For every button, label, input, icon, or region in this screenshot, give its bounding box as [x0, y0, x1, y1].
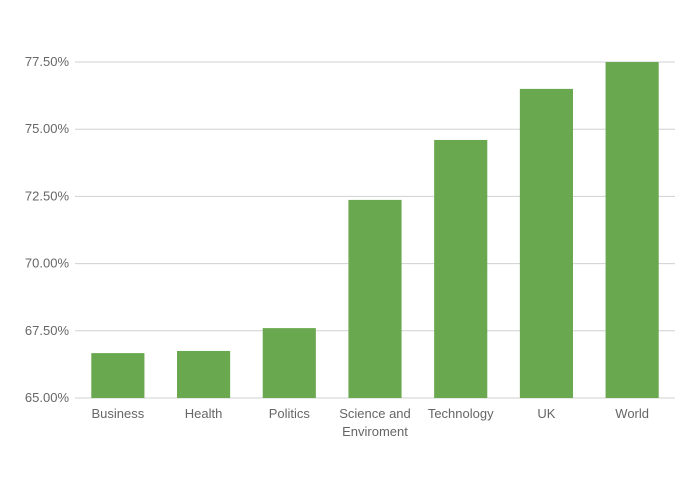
bar — [605, 62, 659, 398]
x-tick-label: Technology — [428, 406, 494, 421]
y-tick-label: 65.00% — [25, 390, 70, 405]
x-tick-label: Health — [185, 406, 223, 421]
bar — [434, 139, 488, 398]
y-tick-label: 70.00% — [25, 256, 70, 271]
y-tick-label: 77.50% — [25, 54, 70, 69]
x-tick-label: Politics — [269, 406, 311, 421]
bar — [348, 199, 402, 398]
bar — [519, 88, 573, 398]
bar — [262, 328, 316, 398]
x-tick-label: World — [615, 406, 649, 421]
x-tick-label: Science and Enviroment — [339, 406, 411, 439]
x-tick-label: Business — [91, 406, 144, 421]
y-tick-label: 67.50% — [25, 323, 70, 338]
bar — [91, 353, 145, 398]
y-tick-label: 72.50% — [25, 188, 70, 203]
x-tick-label: UK — [537, 406, 555, 421]
bar — [177, 350, 231, 398]
y-tick-label: 75.00% — [25, 121, 70, 136]
